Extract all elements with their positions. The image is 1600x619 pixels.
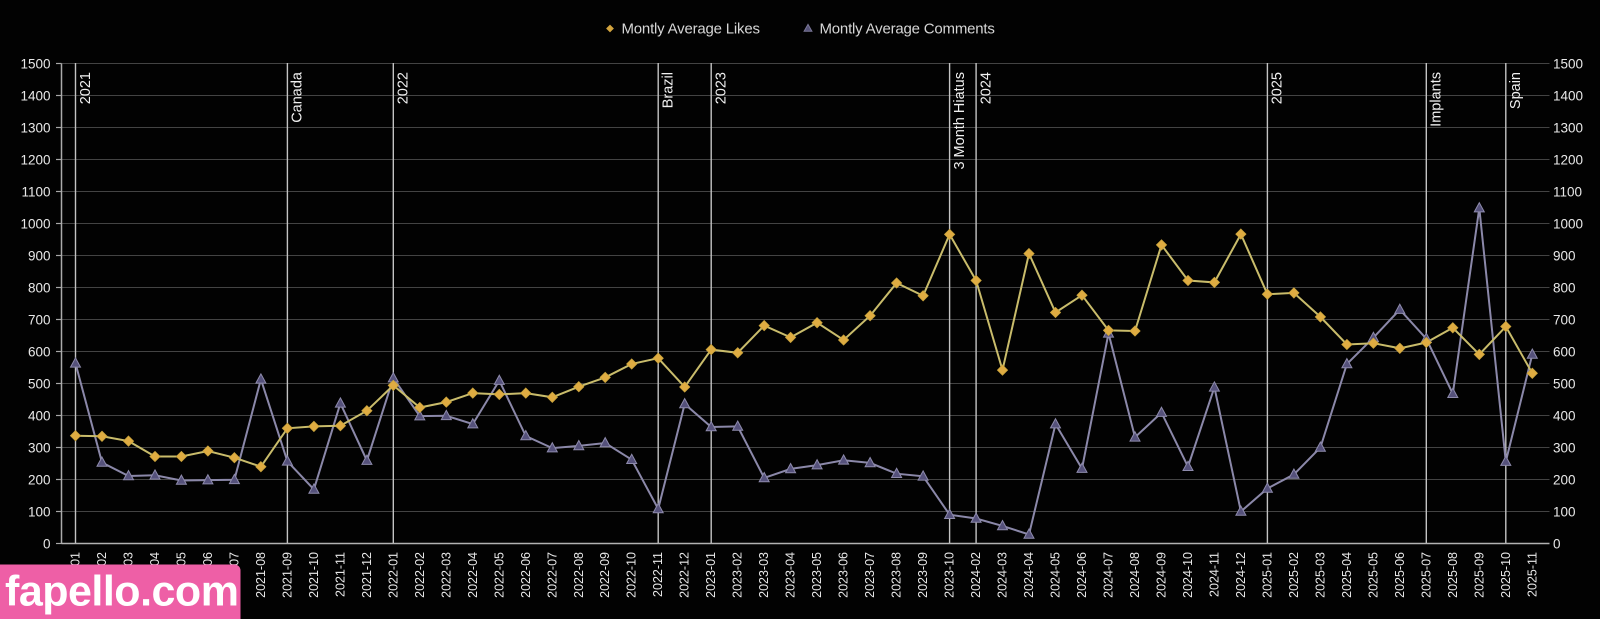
svg-text:400: 400 — [28, 409, 51, 424]
svg-text:3 Month Hiatus: 3 Month Hiatus — [952, 72, 968, 170]
svg-text:500: 500 — [1553, 377, 1576, 392]
svg-text:600: 600 — [28, 345, 51, 360]
svg-text:2023-03: 2023-03 — [757, 552, 771, 598]
svg-text:500: 500 — [28, 377, 51, 392]
svg-text:Brazil: Brazil — [661, 72, 677, 108]
svg-text:1300: 1300 — [20, 121, 50, 136]
svg-text:Montly Average Comments: Montly Average Comments — [820, 21, 995, 38]
svg-text:2023-08: 2023-08 — [890, 552, 904, 598]
svg-text:1200: 1200 — [1553, 153, 1583, 168]
svg-text:2023-10: 2023-10 — [943, 552, 957, 598]
svg-text:2022-03: 2022-03 — [439, 552, 453, 598]
svg-text:600: 600 — [1553, 345, 1576, 360]
svg-text:800: 800 — [1553, 281, 1576, 296]
svg-text:200: 200 — [28, 473, 51, 488]
svg-text:700: 700 — [1553, 313, 1576, 328]
svg-text:2022-10: 2022-10 — [625, 552, 639, 598]
svg-text:2022-06: 2022-06 — [519, 552, 533, 598]
svg-text:800: 800 — [28, 281, 51, 296]
svg-text:0: 0 — [43, 537, 51, 552]
svg-text:fapello.com: fapello.com — [5, 568, 238, 616]
svg-text:2022-09: 2022-09 — [598, 552, 612, 598]
svg-text:2021-08: 2021-08 — [254, 552, 268, 598]
svg-text:1300: 1300 — [1553, 121, 1583, 136]
svg-text:2025-06: 2025-06 — [1393, 552, 1407, 598]
svg-text:2024-05: 2024-05 — [1049, 552, 1063, 598]
svg-text:900: 900 — [28, 249, 51, 264]
svg-text:2024-09: 2024-09 — [1155, 552, 1169, 598]
svg-text:2024-02: 2024-02 — [969, 552, 983, 598]
svg-text:1400: 1400 — [1553, 89, 1583, 104]
svg-text:1400: 1400 — [20, 89, 50, 104]
svg-text:2022-12: 2022-12 — [678, 552, 692, 598]
svg-text:2024-12: 2024-12 — [1234, 552, 1248, 598]
svg-text:2025-07: 2025-07 — [1419, 552, 1433, 598]
svg-text:2025-04: 2025-04 — [1340, 552, 1354, 598]
svg-text:1100: 1100 — [21, 185, 50, 200]
svg-text:2025-09: 2025-09 — [1472, 552, 1486, 598]
svg-text:2024-06: 2024-06 — [1075, 552, 1089, 598]
svg-text:900: 900 — [1553, 249, 1576, 264]
svg-text:2023-09: 2023-09 — [916, 552, 930, 598]
svg-text:2022-07: 2022-07 — [545, 552, 559, 598]
svg-text:2023-06: 2023-06 — [837, 552, 851, 598]
svg-text:2023-01: 2023-01 — [704, 552, 718, 598]
svg-text:2022-08: 2022-08 — [572, 552, 586, 598]
svg-text:400: 400 — [1553, 409, 1576, 424]
svg-text:1200: 1200 — [20, 153, 50, 168]
svg-text:2023-02: 2023-02 — [731, 552, 745, 598]
svg-text:2025-02: 2025-02 — [1287, 552, 1301, 598]
svg-text:2022-01: 2022-01 — [386, 552, 400, 598]
svg-text:1000: 1000 — [1553, 217, 1583, 232]
svg-text:2023-07: 2023-07 — [863, 552, 877, 598]
svg-text:2025: 2025 — [1270, 72, 1286, 104]
svg-text:2023: 2023 — [714, 72, 730, 104]
svg-text:2021-09: 2021-09 — [280, 552, 294, 598]
svg-text:2021-10: 2021-10 — [307, 552, 321, 598]
svg-text:2023-05: 2023-05 — [810, 552, 824, 598]
svg-text:2022: 2022 — [396, 72, 412, 104]
svg-text:100: 100 — [1553, 505, 1576, 520]
svg-text:2024-03: 2024-03 — [996, 552, 1010, 598]
svg-text:1000: 1000 — [20, 217, 50, 232]
svg-text:2025-10: 2025-10 — [1499, 552, 1513, 598]
svg-text:1500: 1500 — [1553, 57, 1583, 72]
svg-text:Implants: Implants — [1429, 72, 1445, 127]
svg-text:2022-02: 2022-02 — [413, 552, 427, 598]
svg-text:2021-12: 2021-12 — [360, 552, 374, 598]
svg-text:2025-03: 2025-03 — [1313, 552, 1327, 598]
svg-text:2023-04: 2023-04 — [784, 552, 798, 598]
svg-text:2025-08: 2025-08 — [1446, 552, 1460, 598]
svg-text:2024-08: 2024-08 — [1128, 552, 1142, 598]
svg-text:2024-04: 2024-04 — [1022, 552, 1036, 598]
svg-text:2024-11: 2024-11 — [1207, 552, 1221, 597]
svg-text:2022-05: 2022-05 — [492, 552, 506, 598]
svg-text:1500: 1500 — [20, 57, 50, 72]
svg-text:2022-04: 2022-04 — [466, 552, 480, 598]
svg-text:2025-05: 2025-05 — [1366, 552, 1380, 598]
svg-text:2025-01: 2025-01 — [1260, 552, 1274, 598]
svg-text:2025-11: 2025-11 — [1525, 552, 1539, 597]
svg-text:Canada: Canada — [290, 71, 306, 123]
svg-text:200: 200 — [1553, 473, 1576, 488]
svg-text:2024-10: 2024-10 — [1181, 552, 1195, 598]
svg-text:100: 100 — [28, 505, 51, 520]
svg-text:300: 300 — [1553, 441, 1576, 456]
svg-text:2021: 2021 — [78, 72, 94, 104]
svg-text:2024-07: 2024-07 — [1102, 552, 1116, 598]
svg-text:0: 0 — [1553, 537, 1561, 552]
svg-text:Montly Average Likes: Montly Average Likes — [622, 21, 760, 38]
svg-text:Spain: Spain — [1508, 72, 1524, 109]
svg-text:2022-11: 2022-11 — [651, 552, 665, 597]
svg-text:2024: 2024 — [978, 72, 994, 104]
svg-text:700: 700 — [28, 313, 51, 328]
svg-text:1100: 1100 — [1553, 185, 1582, 200]
svg-text:2021-11: 2021-11 — [333, 552, 347, 597]
svg-text:300: 300 — [28, 441, 51, 456]
